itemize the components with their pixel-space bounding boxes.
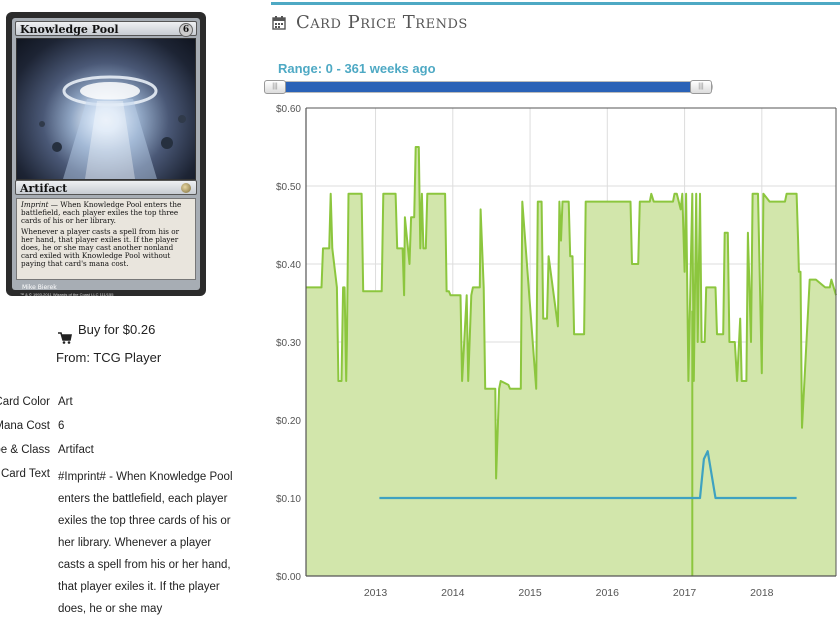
y-tick-label: $0.30 — [276, 338, 301, 349]
card-name: Knowledge Pool — [20, 23, 119, 36]
x-tick-label: 2015 — [518, 587, 542, 599]
range-slider-handle-start[interactable]: ||| — [264, 80, 286, 94]
price-line — [306, 146, 837, 480]
attr-label-type: Type & Class: — [0, 444, 50, 456]
section-top-rule — [271, 2, 840, 5]
range-slider-fill[interactable] — [285, 82, 693, 92]
knowledge-pool-art-icon — [39, 75, 186, 179]
range-label: Range: 0 - 361 weeks ago — [278, 61, 436, 76]
y-tick-label: $0.10 — [276, 494, 301, 505]
card-name-bar: Knowledge Pool 6 — [15, 21, 197, 37]
card-frame: Knowledge Pool 6 Artifact Imprint — When… — [12, 18, 200, 297]
foil-price-line — [379, 450, 797, 500]
mana-symbol-icon: 6 — [179, 23, 193, 37]
y-tick-label: $0.60 — [276, 104, 301, 115]
rules-imprint-text: — When Knowledge Pool enters the battlef… — [21, 200, 182, 226]
attr-label-color: Card Color: — [0, 396, 50, 408]
attr-value-color: Art — [58, 396, 73, 408]
x-axis-ticks: 2013 2014 2015 2016 2017 2018 — [364, 587, 774, 599]
y-tick-label: $0.40 — [276, 260, 301, 271]
y-tick-label: $0.20 — [276, 416, 301, 427]
y-tick-label: $0.00 — [276, 572, 301, 583]
y-axis-ticks: $0.00 $0.10 $0.20 $0.30 $0.40 $0.50 $0.60 — [276, 104, 301, 583]
rules-paragraph-1: Imprint — When Knowledge Pool enters the… — [21, 200, 191, 226]
card-type-bar: Artifact — [15, 180, 197, 195]
shopping-cart-icon[interactable] — [58, 332, 72, 344]
rules-imprint-keyword: Imprint — [21, 200, 49, 209]
attr-label-card-text: Card Text: — [0, 468, 50, 480]
set-symbol-icon — [181, 183, 191, 193]
rules-paragraph-2: Whenever a player casts a spell from his… — [21, 226, 180, 269]
card-copyright: ™ & © 1993-2011 Wizards of the Coast LLC… — [20, 292, 114, 297]
calendar-icon — [272, 16, 286, 30]
card-type-line: Artifact — [20, 182, 68, 195]
chart-series — [306, 146, 837, 576]
buy-link[interactable]: Buy for $0.26 — [78, 322, 156, 337]
attr-value-mana-cost: 6 — [58, 420, 65, 432]
x-tick-label: 2014 — [441, 587, 465, 599]
x-tick-label: 2013 — [364, 587, 388, 599]
range-slider-handle-end[interactable]: ||| — [690, 80, 712, 94]
attr-value-type: Artifact — [58, 444, 94, 456]
buy-source: From: TCG Player — [56, 350, 162, 365]
attr-label-mana-cost: Mana Cost — [0, 420, 50, 432]
card-art — [16, 38, 196, 180]
card-rules-box: Imprint — When Knowledge Pool enters the… — [16, 198, 196, 280]
section-title: Card Price Trends — [296, 12, 468, 33]
x-tick-label: 2016 — [596, 587, 620, 599]
card-image: Knowledge Pool 6 Artifact Imprint — When… — [6, 12, 206, 297]
y-tick-label: $0.50 — [276, 182, 301, 193]
price-trend-chart: $0.00 $0.10 $0.20 $0.30 $0.40 $0.50 $0.60 2013… — [276, 104, 837, 599]
attr-value-card-text: #Imprint# - When Knowledge Pool enters t… — [58, 471, 233, 615]
chart-axes — [305, 107, 837, 577]
x-tick-label: 2018 — [750, 587, 774, 599]
card-artist: Mike Bierek — [22, 284, 57, 291]
x-tick-label: 2017 — [673, 587, 697, 599]
